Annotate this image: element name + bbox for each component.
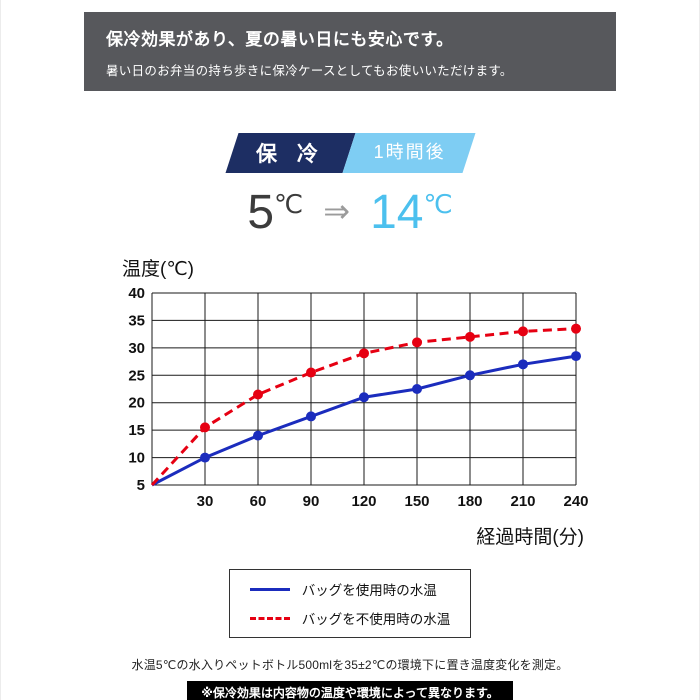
badge-cool-segment: 保 冷 (225, 133, 355, 173)
chart-y-axis-label: 温度(℃) (122, 259, 194, 280)
legend-item-bag-unused: バッグを不使用時の水温 (249, 608, 451, 628)
svg-text:60: 60 (250, 493, 267, 510)
header-subtitle: 暑い日のお弁当の持ち歩きに保冷ケースとしてもお使いいただけます。 (106, 64, 513, 78)
header-title: 保冷効果があり、夏の暑い日にも安心です。 (106, 30, 454, 49)
chart-x-axis-label: 経過時間(分) (476, 527, 584, 548)
svg-text:30: 30 (197, 493, 214, 510)
svg-text:40: 40 (128, 285, 145, 302)
cooling-badge: 保 冷 1時間後 (225, 133, 475, 173)
legend-item-bag-used: バッグを使用時の水温 (249, 579, 451, 599)
legend-solid-line-swatch (249, 587, 290, 591)
badge-cool-label: 保 冷 (255, 143, 325, 166)
disclaimer-notices: ※保冷効果は内容物の温度や環境によって異なります。 ※保冷効果は目安です。保証す… (1, 681, 699, 700)
svg-text:210: 210 (510, 493, 535, 510)
svg-text:5: 5 (137, 477, 145, 494)
svg-text:10: 10 (128, 450, 145, 467)
legend-label-bag-used: バッグを使用時の水温 (301, 583, 437, 598)
header-banner: 保冷効果があり、夏の暑い日にも安心です。 暑い日のお弁当の持ち歩きに保冷ケースと… (84, 12, 616, 91)
svg-text:150: 150 (404, 493, 429, 510)
svg-text:30: 30 (128, 340, 145, 357)
svg-text:25: 25 (128, 367, 145, 384)
temperature-chart: 温度(℃) 5 10 15 20 25 30 35 40 30 60 90 120 150 180 210 2… (110, 254, 590, 549)
svg-text:90: 90 (303, 493, 320, 510)
cooling-badge-row: 保 冷 1時間後 (1, 133, 699, 173)
measurement-footnote: 水温5℃の水入りペットボトル500mlを35±2℃の環境下に置き温度変化を測定。 (131, 658, 569, 672)
svg-text:120: 120 (351, 493, 376, 510)
arrow-right-icon: ⇒ (323, 192, 351, 229)
svg-text:240: 240 (563, 493, 588, 510)
temp-after-unit: ℃ (423, 189, 453, 219)
chart-legend: バッグを使用時の水温 バッグを不使用時の水温 (228, 569, 472, 638)
legend-label-bag-unused: バッグを不使用時の水温 (301, 612, 451, 627)
temp-after: 14 ℃ (370, 185, 453, 240)
temp-before-unit: ℃ (274, 189, 304, 219)
temp-before-value: 5 (247, 186, 275, 239)
legend-dashed-line-swatch (249, 616, 290, 620)
badge-time-segment: 1時間後 (341, 133, 475, 173)
svg-text:180: 180 (457, 493, 482, 510)
temp-after-value: 14 (370, 186, 424, 239)
line-chart-canvas: 5 10 15 20 25 30 35 40 30 60 90 120 150 180 210 240 (128, 285, 588, 510)
svg-text:15: 15 (128, 422, 145, 439)
disclaimer-notice-1: ※保冷効果は内容物の温度や環境によって異なります。 (187, 681, 513, 700)
svg-text:35: 35 (128, 312, 145, 329)
temp-before: 5 ℃ (247, 185, 303, 240)
temperature-comparison: 5 ℃ ⇒ 14 ℃ (1, 185, 699, 240)
svg-text:20: 20 (128, 395, 145, 412)
badge-time-label: 1時間後 (373, 142, 446, 162)
